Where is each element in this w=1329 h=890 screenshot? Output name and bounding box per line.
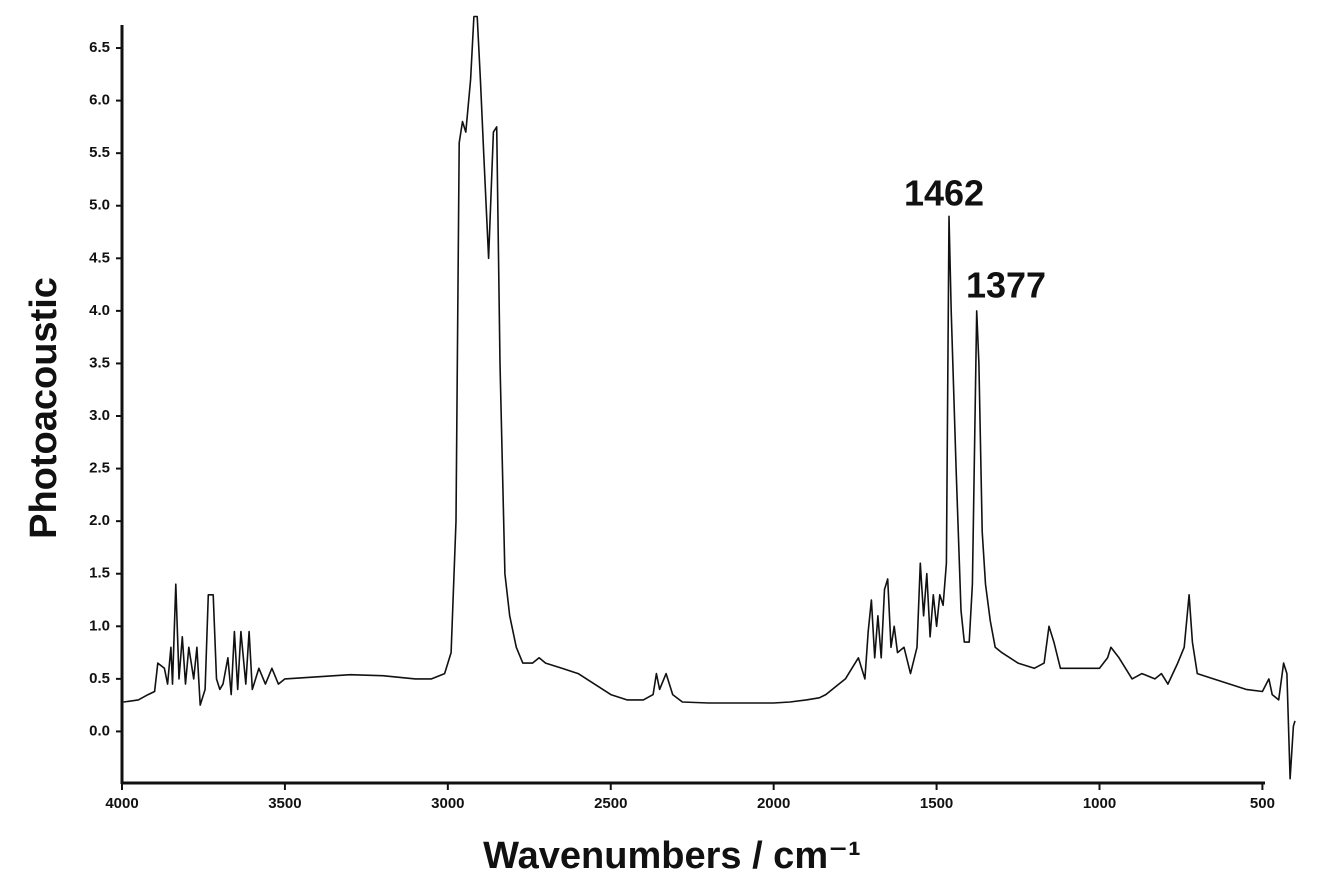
x-axis-title: Wavenumbers / cm⁻¹ <box>483 835 861 877</box>
x-tick-label: 1000 <box>1083 795 1116 812</box>
y-axis-title: Photoacoustic <box>23 277 65 539</box>
y-tick-label: 2.5 <box>89 460 110 477</box>
x-tick-label: 3000 <box>431 795 464 812</box>
x-tick-label: 4000 <box>105 795 138 812</box>
x-tick-label: 2500 <box>594 795 627 812</box>
y-tick-label: 4.5 <box>89 249 110 266</box>
peak-annotation: 1462 <box>904 173 984 214</box>
y-tick-label: 3.0 <box>89 407 110 424</box>
y-tick-label: 5.5 <box>89 144 110 161</box>
y-tick-label: 6.5 <box>89 39 110 56</box>
y-tick-label: 0.0 <box>89 722 110 739</box>
y-tick-label: 3.5 <box>89 354 110 371</box>
y-tick-label: 1.5 <box>89 565 110 582</box>
y-tick-label: 6.0 <box>89 92 110 109</box>
peak-annotation: 1377 <box>966 265 1046 306</box>
x-tick-label: 3500 <box>268 795 301 812</box>
x-tick-label: 1500 <box>920 795 953 812</box>
y-tick-label: 0.5 <box>89 670 110 687</box>
y-tick-label: 5.0 <box>89 197 110 214</box>
x-tick-label: 2000 <box>757 795 790 812</box>
y-tick-label: 2.0 <box>89 512 110 529</box>
spectrum-line <box>123 15 1296 780</box>
y-tick-label: 4.0 <box>89 302 110 319</box>
y-tick-label: 1.0 <box>89 617 110 634</box>
x-tick-label: 500 <box>1250 795 1275 812</box>
